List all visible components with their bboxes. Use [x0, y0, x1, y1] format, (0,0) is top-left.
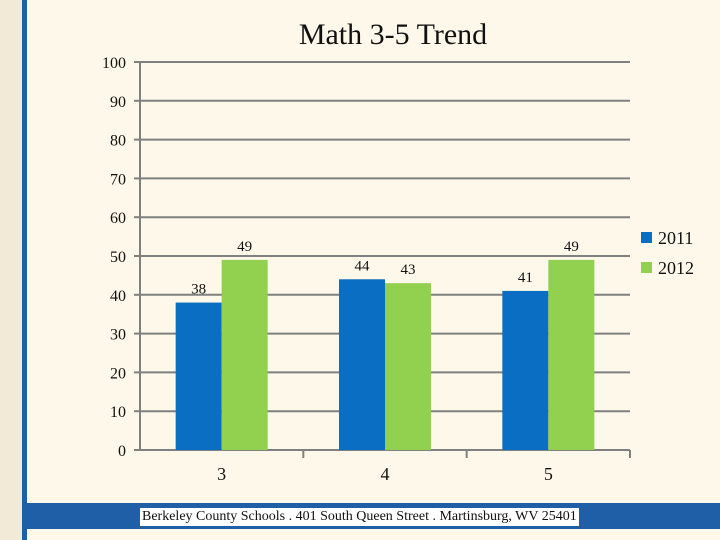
legend: 2011 2012 [641, 228, 694, 278]
x-category-label-4: 4 [381, 464, 390, 484]
bar-2012-4 [385, 283, 431, 450]
data-label-2011-4: 44 [355, 258, 371, 274]
bars: 38 49 44 43 41 49 [175, 239, 595, 450]
data-label-2011-5: 41 [518, 270, 533, 286]
bar-2011-5 [502, 290, 549, 450]
y-tick-label-60: 60 [110, 210, 126, 227]
legend-label-2011: 2011 [658, 228, 693, 248]
y-tick-label-0: 0 [118, 443, 126, 460]
legend-swatch-2011 [641, 232, 652, 243]
y-tick-label-50: 50 [110, 249, 126, 266]
data-label-2012-3: 49 [237, 239, 252, 255]
chart-title: Math 3-5 Trend [299, 18, 487, 51]
x-category-label-3: 3 [217, 464, 226, 484]
y-tick-label-30: 30 [110, 327, 126, 344]
data-label-2011-3: 38 [191, 282, 206, 298]
footer-address: Berkeley County Schools . 401 South Quee… [140, 508, 579, 526]
y-tick-label-90: 90 [110, 94, 126, 111]
bar-2011-3 [175, 302, 222, 450]
x-category-label-5: 5 [544, 464, 553, 484]
bar-2012-3 [221, 259, 268, 450]
legend-label-2012: 2012 [658, 258, 694, 278]
y-tick-label-100: 100 [102, 55, 126, 72]
data-label-2012-4: 43 [401, 262, 416, 278]
bar-2012-5 [548, 259, 595, 450]
y-tick-label-10: 10 [110, 404, 126, 421]
left-accent-bar [22, 0, 27, 540]
y-tick-label-40: 40 [110, 288, 126, 305]
bar-chart: Math 3-5 Trend 0 10 20 30 40 50 60 70 80 90 100 3 4 5… [102, 18, 694, 484]
left-decorative-stripe [0, 0, 22, 540]
legend-swatch-2012 [641, 262, 652, 273]
y-tick-label-80: 80 [110, 133, 126, 150]
bar-2011-4 [339, 279, 385, 450]
data-label-2012-5: 49 [564, 239, 579, 255]
y-tick-label-20: 20 [110, 365, 126, 382]
y-tick-label-70: 70 [110, 171, 126, 188]
